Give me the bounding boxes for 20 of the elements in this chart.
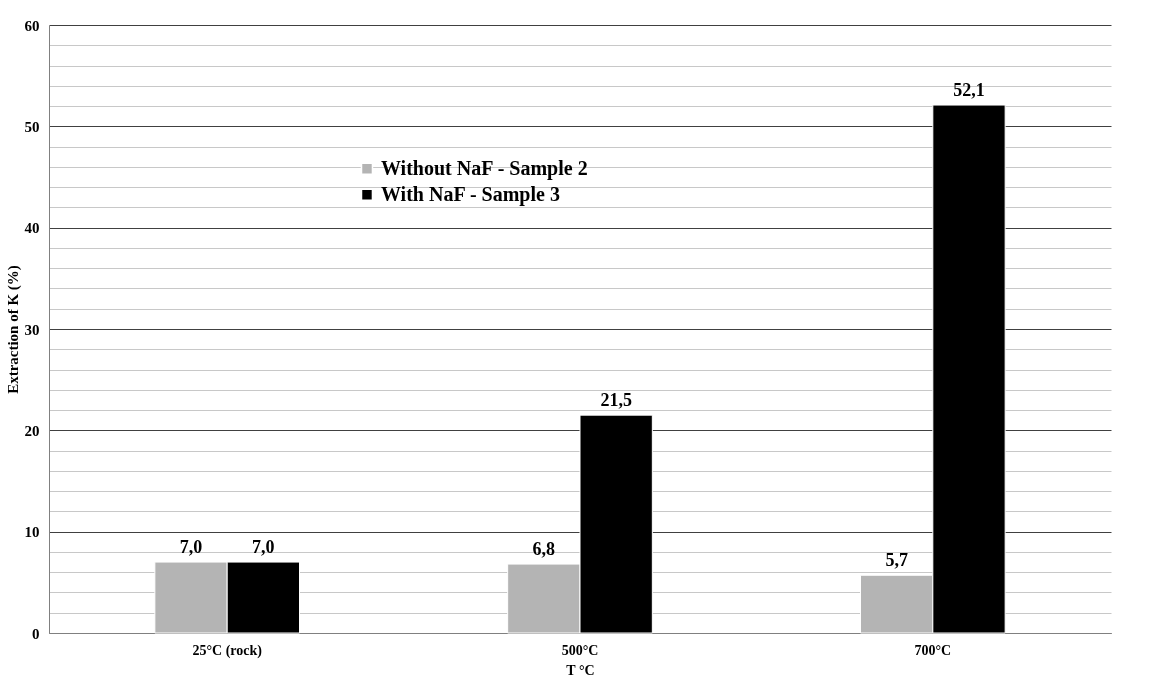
data-label: 7,0 [252,537,275,558]
y-tick-label: 40 [24,220,40,237]
legend-label: With NaF - Sample 3 [380,182,560,206]
y-tick-label: 50 [24,118,40,135]
data-label: 7,0 [179,537,203,558]
data-label: 5,7 [885,550,908,571]
data-label: 21,5 [600,390,632,411]
x-tick-label: 25°C (rock) [192,642,263,659]
y-tick-label: 0 [32,625,40,642]
y-tick-label: 30 [24,321,40,338]
y-tick-label: 10 [24,524,40,541]
x-tick-label: 700°C [914,642,952,658]
y-tick-label: 60 [24,17,40,34]
x-axis-title: T °C [566,662,595,678]
y-tick-label: 20 [24,422,40,439]
y-axis-title: Extraction of K (%) [4,265,22,394]
legend-label: Without NaF - Sample 2 [380,156,588,180]
data-label: 6,8 [532,539,556,560]
data-label: 52,1 [953,80,985,101]
x-tick-label: 500°C [561,642,599,658]
